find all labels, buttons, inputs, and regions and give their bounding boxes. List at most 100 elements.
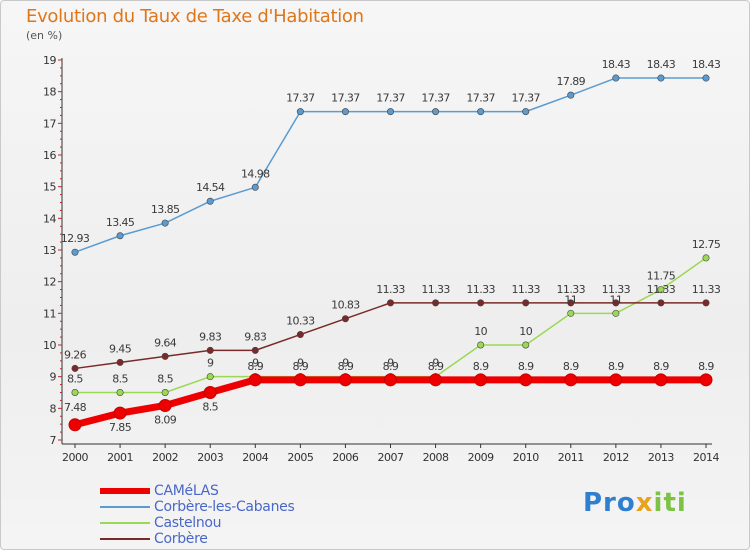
- data-label: 17.37: [511, 92, 540, 105]
- data-label: 8.9: [518, 360, 534, 373]
- data-point: [522, 341, 530, 349]
- data-label: 8.5: [202, 401, 218, 414]
- data-point: [699, 373, 713, 387]
- data-point: [567, 309, 575, 317]
- data-label: 9.83: [199, 330, 222, 343]
- data-point: [657, 286, 665, 294]
- data-label: 9: [207, 357, 214, 370]
- data-point: [161, 219, 169, 227]
- data-point: [567, 299, 575, 307]
- data-label: 18.43: [692, 58, 721, 71]
- legend-swatch-castelnou: [100, 522, 150, 524]
- data-point: [341, 108, 349, 116]
- data-label: 11.33: [376, 283, 405, 296]
- data-label: 18.43: [647, 58, 676, 71]
- data-label: 11.33: [511, 283, 540, 296]
- data-label: 8.5: [112, 373, 128, 386]
- x-tick-label: 2001: [107, 451, 133, 464]
- data-label: 12.75: [692, 238, 721, 251]
- x-tick-label: 2009: [468, 451, 494, 464]
- data-point: [206, 197, 214, 205]
- data-point: [116, 232, 124, 240]
- legend-swatch-corbere: [100, 538, 150, 540]
- data-point: [612, 309, 620, 317]
- data-label: 8.9: [653, 360, 669, 373]
- data-point: [612, 74, 620, 82]
- logo-part-pro: Pro: [583, 488, 636, 518]
- data-point: [251, 183, 259, 191]
- data-point: [612, 299, 620, 307]
- data-point: [564, 373, 578, 387]
- y-tick-label: 11: [43, 307, 56, 320]
- data-label: 10.83: [331, 299, 360, 312]
- data-point: [71, 248, 79, 256]
- data-label: 8.9: [293, 360, 309, 373]
- data-point: [113, 406, 127, 420]
- data-point: [293, 373, 307, 387]
- data-point: [251, 346, 259, 354]
- data-label: 9.26: [64, 348, 87, 361]
- y-tick-label: 10: [43, 339, 56, 352]
- data-point: [567, 91, 575, 99]
- data-label: 17.37: [331, 92, 360, 105]
- data-point: [68, 418, 82, 432]
- y-tick-label: 19: [43, 54, 56, 67]
- data-label: 10.33: [286, 315, 315, 328]
- data-point: [206, 346, 214, 354]
- data-label: 11.33: [647, 283, 676, 296]
- data-label: 9: [342, 357, 349, 370]
- data-point: [386, 108, 394, 116]
- data-label: 7.48: [64, 401, 87, 414]
- data-point: [519, 373, 533, 387]
- data-point: [702, 254, 710, 262]
- data-point: [429, 373, 443, 387]
- x-tick-label: 2003: [197, 451, 223, 464]
- data-point: [161, 388, 169, 396]
- y-tick-label: 13: [43, 244, 56, 257]
- data-label: 7.85: [109, 421, 132, 434]
- data-label: 17.37: [286, 92, 315, 105]
- data-label: 8.9: [698, 360, 714, 373]
- data-label: 8.9: [247, 360, 263, 373]
- data-label: 11.33: [557, 283, 586, 296]
- y-tick-label: 16: [43, 149, 56, 162]
- legend-item-castelnou: Castelnou: [100, 515, 420, 531]
- x-tick-label: 2013: [648, 451, 674, 464]
- x-tick-label: 2005: [287, 451, 313, 464]
- data-label: 11.75: [647, 270, 676, 283]
- data-label: 17.37: [466, 92, 495, 105]
- data-point: [296, 108, 304, 116]
- legend-swatch-camelas: [100, 488, 150, 494]
- logo-part-x: x: [635, 488, 654, 518]
- y-tick-label: 17: [43, 117, 56, 130]
- legend-label-castelnou: Castelnou: [154, 515, 222, 531]
- data-point: [702, 299, 710, 307]
- data-label: 8.9: [608, 360, 624, 373]
- data-point: [522, 299, 530, 307]
- y-tick-label: 14: [43, 212, 56, 225]
- data-point: [116, 358, 124, 366]
- data-point: [248, 373, 262, 387]
- logo-part-iti: iti: [653, 488, 687, 518]
- x-tick-label: 2006: [332, 451, 358, 464]
- legend: CAMéLAS Corbère-les-Cabanes Castelnou Co…: [100, 483, 420, 547]
- y-tick-label: 8: [50, 402, 57, 415]
- y-tick-label: 7: [50, 434, 57, 447]
- x-tick-label: 2011: [558, 451, 584, 464]
- x-tick-label: 2014: [693, 451, 719, 464]
- data-point: [477, 108, 485, 116]
- legend-label-corbere: Corbère: [154, 531, 208, 547]
- data-point: [158, 398, 172, 412]
- data-label: 11.33: [421, 283, 450, 296]
- data-point: [341, 315, 349, 323]
- legend-label-camelas: CAMéLAS: [154, 483, 219, 499]
- data-point: [657, 299, 665, 307]
- data-point: [203, 386, 217, 399]
- data-label: 17.37: [376, 92, 405, 105]
- data-label: 11.33: [466, 283, 495, 296]
- y-tick-label: 9: [50, 371, 57, 384]
- y-tick-label: 15: [43, 181, 56, 194]
- data-point: [296, 331, 304, 339]
- data-label: 11: [564, 293, 577, 306]
